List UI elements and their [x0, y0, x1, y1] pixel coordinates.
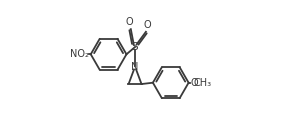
Text: CH₃: CH₃ — [193, 78, 212, 88]
Text: NO₂: NO₂ — [70, 49, 89, 59]
Text: O: O — [126, 17, 134, 27]
Text: O: O — [190, 78, 198, 88]
Text: N: N — [131, 63, 139, 72]
Text: S: S — [132, 42, 138, 52]
Text: O: O — [144, 20, 151, 30]
